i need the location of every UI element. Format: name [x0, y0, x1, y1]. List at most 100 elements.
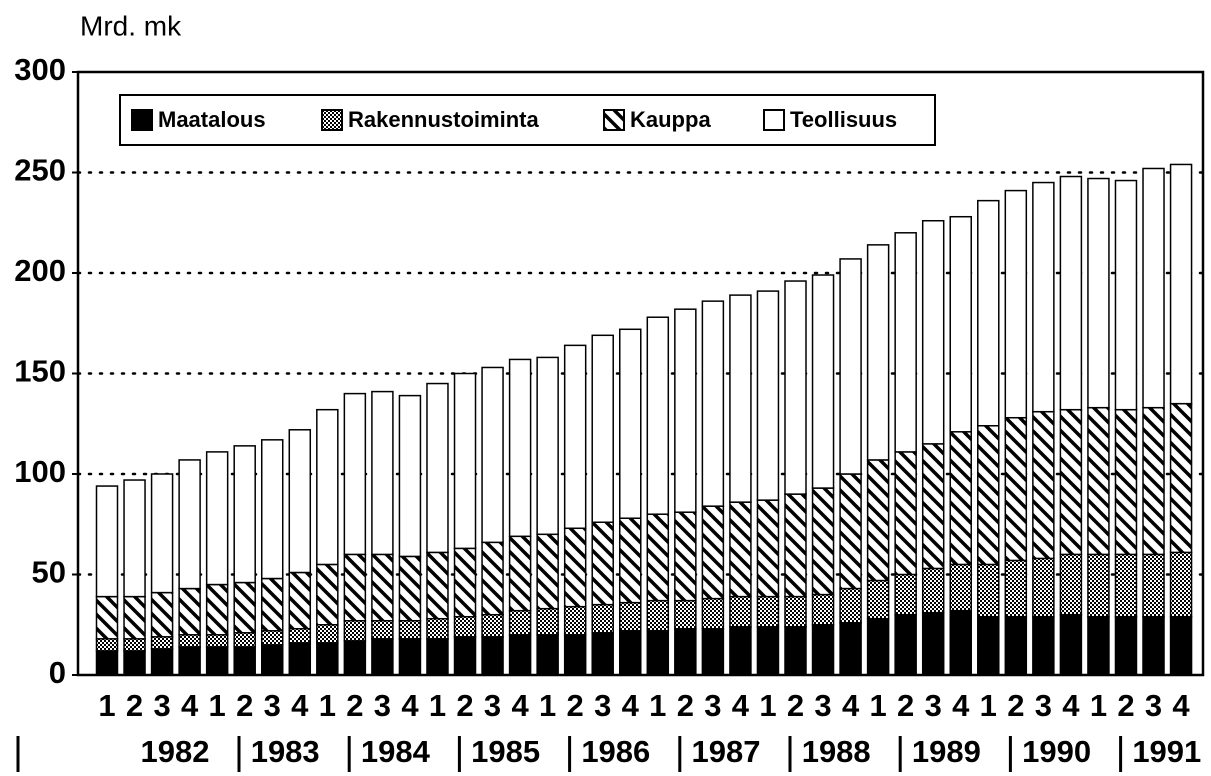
bar-segment — [977, 199, 1000, 427]
x-tick-label: 3 — [704, 688, 721, 723]
bar-segment — [398, 394, 422, 558]
bar-segment — [756, 290, 780, 501]
bar-segment — [1087, 615, 1110, 676]
bar-segment — [1087, 177, 1110, 409]
bar-segment — [205, 451, 229, 586]
bar-segment — [619, 601, 642, 632]
legend-swatch — [321, 109, 343, 131]
bar-segment — [1059, 613, 1083, 676]
legend-swatch — [131, 109, 153, 131]
bar-segment — [591, 603, 614, 634]
x-group-label: 1986 — [581, 734, 650, 769]
x-tick-label: 2 — [897, 688, 914, 723]
bar-segment — [811, 274, 835, 489]
bar-segment — [1169, 163, 1193, 405]
bar-segment — [811, 593, 835, 626]
bar-segment — [784, 493, 807, 598]
bar-segment — [866, 459, 890, 582]
x-tick-label: 3 — [264, 688, 281, 723]
bar-segment — [95, 485, 119, 598]
bar-segment — [398, 619, 422, 640]
bar-segment — [288, 571, 312, 630]
bar-segment — [701, 597, 725, 630]
bar-segment — [646, 513, 670, 602]
legend-label: Maatalous — [158, 107, 266, 132]
x-tick-label: 4 — [1172, 688, 1190, 723]
x-tick-label: 3 — [1035, 688, 1052, 723]
bar-segment — [123, 479, 146, 598]
bar-segment — [839, 621, 862, 676]
bar-segment — [260, 644, 284, 676]
bar-segment — [178, 459, 201, 590]
bar-segment — [316, 642, 339, 676]
bar-segment — [481, 541, 504, 616]
bar-segment — [178, 634, 201, 648]
bar-segment — [839, 473, 862, 590]
x-tick-label: 4 — [511, 688, 529, 723]
x-group-label: 1985 — [471, 734, 540, 769]
bar-segment — [1004, 559, 1028, 618]
bar-segment — [977, 615, 1000, 676]
bar-segment — [619, 328, 642, 519]
bar-segment — [839, 258, 862, 475]
x-tick-label: 1 — [209, 688, 226, 723]
x-group-label: 1989 — [912, 734, 981, 769]
bar-segment — [1032, 615, 1055, 676]
x-tick-label: 1 — [869, 688, 886, 723]
bar-segment — [784, 280, 807, 495]
bar-segment — [1059, 553, 1083, 616]
y-axis-label: Mrd. mk — [80, 10, 182, 41]
bar-segment — [95, 638, 119, 652]
bar-segment — [977, 563, 1000, 618]
bar-segment — [233, 646, 256, 676]
bar-segment — [178, 587, 201, 636]
x-tick-label: 4 — [732, 688, 750, 723]
bar-segment — [949, 563, 972, 612]
bar-segment — [426, 551, 449, 620]
bar-segment — [701, 628, 725, 676]
x-tick-label: 3 — [153, 688, 170, 723]
bar-segment — [1032, 410, 1055, 560]
bar-segment — [1114, 408, 1138, 556]
bar-segment — [481, 636, 504, 676]
bar-segment — [894, 451, 917, 576]
x-tick-label: 2 — [346, 688, 363, 723]
x-tick-label: 1 — [539, 688, 556, 723]
bar-segment — [1004, 189, 1028, 419]
bar-segment — [591, 334, 614, 523]
bar-segment — [894, 232, 917, 453]
bar-segment — [921, 443, 945, 570]
bar-segment — [1032, 181, 1055, 413]
x-tick-label: 4 — [181, 688, 199, 723]
bar-segment — [150, 591, 174, 638]
bar-segment — [426, 638, 449, 676]
bar-segment — [591, 521, 614, 606]
plot-frame — [76, 70, 1205, 677]
bar-segment — [398, 638, 422, 676]
bar-segment — [784, 595, 807, 628]
y-tick-label: 150 — [14, 354, 66, 389]
bar-segment — [316, 563, 339, 626]
x-tick-label: 3 — [374, 688, 391, 723]
bar-segment — [343, 619, 367, 642]
bar-segment — [316, 408, 339, 566]
bar-segment — [481, 613, 504, 638]
bar-segment — [921, 567, 945, 614]
bar-segment — [508, 634, 532, 676]
bar-segment — [1169, 615, 1193, 676]
x-tick-label: 3 — [484, 688, 501, 723]
bar-segment — [260, 439, 284, 580]
bar-segment — [949, 431, 972, 566]
bar-segment — [371, 638, 394, 676]
bar-segment — [977, 425, 1000, 566]
bar-segment — [453, 615, 477, 638]
x-group-label: 1987 — [692, 734, 761, 769]
bar-segment — [894, 573, 917, 616]
x-tick-label: 4 — [622, 688, 640, 723]
legend-swatch — [603, 109, 625, 131]
bar-segment — [260, 577, 284, 632]
x-group-label: 1984 — [361, 734, 431, 769]
bar-segment — [729, 595, 752, 628]
x-tick-label: 4 — [842, 688, 860, 723]
